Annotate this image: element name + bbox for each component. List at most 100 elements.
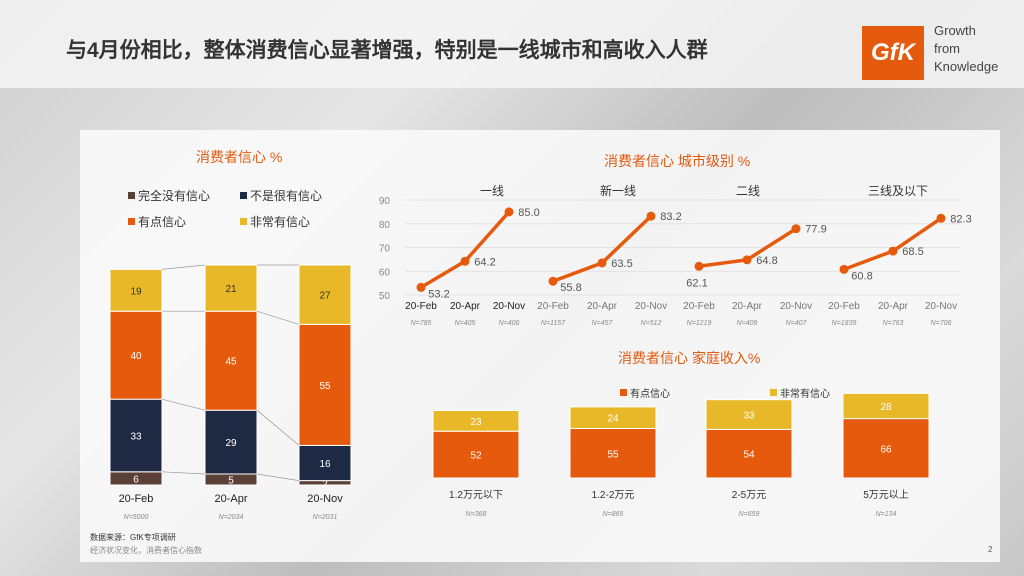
bar-segment	[705, 399, 793, 430]
y-tick-label: 90	[379, 196, 391, 207]
data-label: 33	[130, 432, 142, 443]
x-tick-label: 20-Nov	[635, 301, 667, 312]
data-label: 83.2	[660, 211, 681, 223]
bar-segment	[109, 268, 163, 312]
sample-size: N=134	[876, 511, 897, 518]
bar-segment	[298, 264, 352, 325]
data-point	[460, 256, 470, 266]
series-line	[420, 210, 511, 289]
data-label: 23	[470, 417, 482, 428]
legend-swatch	[770, 389, 777, 396]
tagline: Growth from Knowledge	[934, 22, 1024, 76]
data-label: 19	[130, 286, 142, 297]
sample-size: N=2031	[313, 514, 338, 521]
data-label: 60.8	[851, 270, 872, 282]
legend-label: 非常有信心	[250, 215, 311, 229]
group-label: 一线	[480, 184, 504, 198]
data-point	[597, 258, 607, 268]
connector-line	[256, 409, 300, 446]
data-label: 55.8	[560, 282, 581, 294]
data-label: 6	[133, 474, 139, 485]
x-tick-label: 20-Feb	[405, 301, 437, 312]
data-point	[839, 264, 849, 274]
data-label: 62.1	[686, 277, 707, 289]
sample-size: N=706	[931, 320, 952, 327]
data-label: 16	[319, 459, 331, 470]
sample-size: N=1839	[832, 320, 857, 327]
data-label: 53.2	[428, 288, 449, 300]
sample-size: N=407	[786, 320, 808, 327]
legend-item: 完全没有信心	[128, 187, 210, 204]
data-label: 2	[322, 479, 328, 490]
sample-size: N=368	[466, 511, 487, 518]
x-tick-label: 20-Feb	[537, 301, 569, 312]
legend-item: 不是很有信心	[240, 187, 322, 204]
gfk-logo: GfK	[862, 26, 924, 80]
connector-line	[256, 310, 300, 325]
group-label: 新一线	[600, 183, 636, 198]
data-point	[646, 211, 656, 221]
legend-swatch	[240, 218, 247, 225]
bar-segment	[432, 410, 520, 432]
data-label: 55	[607, 449, 619, 460]
y-tick-label: 60	[379, 267, 391, 278]
legend-item: 非常有信心	[770, 385, 830, 400]
bar-segment	[204, 264, 258, 312]
connector-line	[161, 398, 206, 411]
sample-size: N=405	[455, 320, 476, 327]
bar-segment	[298, 323, 352, 446]
x-tick-label: 20-Nov	[307, 493, 343, 505]
sample-size: N=409	[737, 320, 758, 327]
sample-size: N=406	[499, 320, 520, 327]
data-label: 28	[880, 402, 892, 413]
bar-segment	[109, 398, 163, 473]
y-tick-label: 50	[379, 291, 391, 302]
data-label: 77.9	[805, 224, 826, 236]
x-tick-label: 20-Apr	[587, 301, 618, 312]
tagline-line: from	[934, 41, 960, 56]
sample-size: N=457	[592, 320, 614, 327]
data-label: 5	[228, 476, 234, 487]
x-tick-label: 20-Apr	[214, 493, 247, 505]
group-label: 二线	[736, 184, 760, 198]
bar-segment	[842, 392, 930, 420]
bar-segment	[432, 430, 520, 479]
bar-segment	[842, 418, 930, 479]
series-line	[843, 216, 942, 271]
x-tick-label: 20-Feb	[683, 301, 715, 312]
sample-size: N=1157	[541, 320, 566, 327]
data-label: 45	[225, 357, 237, 368]
sample-size: N=763	[883, 320, 904, 327]
legend-item: 有点信心	[620, 385, 670, 400]
data-label: 68.5	[902, 246, 923, 258]
bar-segment	[204, 310, 258, 411]
data-point	[416, 282, 426, 292]
header-bar	[0, 0, 1024, 88]
x-tick-label: 20-Apr	[878, 301, 909, 312]
bar-segment	[569, 406, 657, 429]
x-tick-label: 1.2-2万元	[592, 490, 635, 501]
data-point	[791, 224, 801, 234]
data-label: 85.0	[518, 207, 539, 219]
data-point	[936, 213, 946, 223]
bar-segment	[204, 409, 258, 475]
footer-note: 经济状况变化，消费者信心指数	[90, 546, 202, 555]
connector-line	[161, 471, 206, 475]
data-point	[694, 261, 704, 271]
x-tick-label: 5万元以上	[863, 489, 909, 501]
data-label: 64.2	[474, 256, 495, 268]
data-label: 52	[470, 451, 482, 462]
bar-segment	[569, 428, 657, 479]
income-chart-title: 消费者信心 家庭收入%	[618, 350, 761, 366]
sample-size: N=785	[411, 320, 432, 327]
page-number: 2	[988, 545, 993, 554]
data-label: 29	[225, 438, 237, 449]
legend-swatch	[128, 218, 135, 225]
bar-segment	[109, 310, 163, 400]
y-tick-label: 70	[379, 244, 391, 255]
source-note: 数据来源：GfK专项调研	[90, 533, 176, 542]
data-label: 33	[743, 411, 755, 422]
x-tick-label: 20-Feb	[119, 493, 154, 505]
data-label: 40	[130, 351, 142, 362]
